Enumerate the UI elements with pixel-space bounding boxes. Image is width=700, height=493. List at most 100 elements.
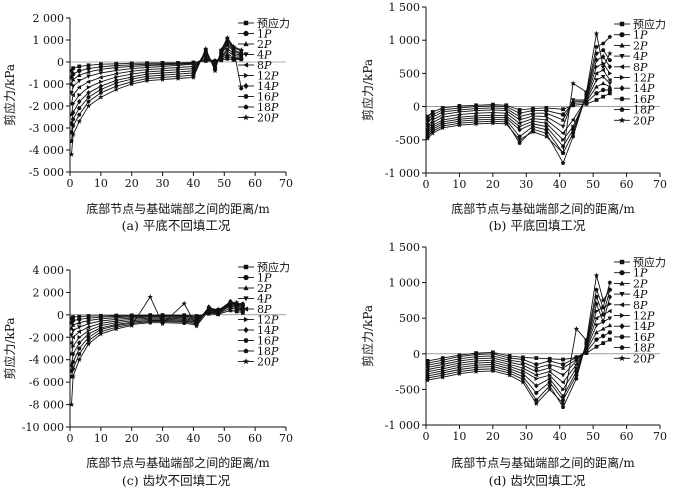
- data-point: [70, 131, 76, 137]
- data-point: [607, 280, 612, 285]
- legend-label: 8P: [633, 61, 648, 74]
- x-axis-label: 底部节点与基础端部之间的距离/m: [86, 201, 270, 216]
- data-point: [429, 130, 436, 136]
- data-point: [86, 314, 91, 318]
- data-point: [86, 328, 91, 333]
- data-point: [425, 117, 430, 123]
- x-tick-label: 20: [125, 177, 139, 190]
- data-point: [503, 121, 509, 127]
- legend-marker: [243, 316, 249, 323]
- legend-marker: [619, 107, 625, 112]
- data-point: [70, 92, 75, 98]
- legend-label: 18P: [257, 101, 279, 114]
- legend-label: 8P: [633, 299, 648, 312]
- series-1P: [425, 330, 613, 367]
- data-point: [144, 67, 149, 72]
- data-point: [547, 380, 552, 385]
- legend-label: 14P: [257, 80, 279, 93]
- data-point: [520, 363, 526, 368]
- data-point: [175, 69, 181, 75]
- data-point: [520, 379, 526, 385]
- x-tick-label: 70: [653, 178, 667, 191]
- data-point: [601, 341, 606, 345]
- data-point: [534, 369, 539, 375]
- legend-marker: [619, 302, 625, 308]
- x-tick-label: 50: [586, 430, 600, 443]
- data-point: [560, 150, 566, 156]
- data-point: [114, 68, 119, 73]
- y-tick-label: -4 000: [29, 354, 64, 367]
- x-tick-label: 60: [620, 178, 634, 191]
- data-point: [600, 326, 606, 331]
- data-point: [148, 320, 153, 325]
- data-point: [473, 368, 479, 374]
- y-tick-label: 4 000: [33, 264, 65, 277]
- data-point: [473, 121, 479, 127]
- data-point: [430, 110, 435, 114]
- legend-label: 14P: [633, 320, 655, 333]
- data-point: [70, 328, 76, 333]
- data-point: [574, 359, 579, 364]
- y-tick-label: 0: [57, 56, 64, 69]
- data-point: [594, 330, 599, 335]
- series-8P: [425, 67, 612, 136]
- legend-marker: [242, 358, 250, 365]
- data-point: [218, 47, 224, 53]
- data-point: [233, 299, 240, 305]
- data-point: [517, 111, 522, 116]
- data-point: [517, 114, 522, 119]
- legend-label: 1P: [633, 29, 648, 42]
- data-point: [86, 79, 91, 84]
- data-point: [594, 78, 599, 83]
- data-point: [69, 112, 74, 117]
- x-tick-label: 10: [94, 432, 108, 445]
- legend-marker: [619, 42, 625, 48]
- legend-marker: [243, 348, 249, 354]
- data-point: [534, 362, 539, 367]
- data-point: [70, 117, 76, 122]
- data-point: [70, 84, 76, 89]
- data-point: [607, 34, 612, 39]
- x-tick-label: 10: [452, 430, 466, 443]
- legend-label: 8P: [257, 59, 272, 72]
- legend-marker: [243, 274, 249, 281]
- x-tick-label: 0: [423, 178, 430, 191]
- data-point: [607, 50, 613, 56]
- legend-label: 18P: [633, 104, 655, 117]
- legend-marker: [619, 280, 625, 286]
- data-point: [239, 86, 244, 91]
- y-tick-label: 500: [399, 312, 420, 325]
- data-point: [86, 324, 91, 330]
- legend-label: 16P: [257, 335, 279, 348]
- data-point: [594, 44, 599, 49]
- data-point: [544, 127, 549, 132]
- series-line: [427, 69, 611, 134]
- legend-marker: [619, 292, 625, 297]
- data-point: [530, 114, 536, 119]
- data-point: [570, 80, 576, 86]
- data-point: [240, 303, 246, 309]
- data-point: [456, 122, 463, 128]
- data-point: [98, 83, 104, 89]
- data-point: [594, 98, 599, 102]
- data-point: [594, 64, 599, 69]
- data-point: [473, 111, 478, 116]
- legend-label: 20P: [633, 114, 655, 127]
- data-point: [71, 344, 76, 349]
- legend-marker: [619, 64, 625, 70]
- legend-marker: [243, 20, 249, 26]
- series-line: [71, 38, 242, 142]
- data-point: [530, 124, 536, 129]
- data-point: [98, 87, 104, 92]
- data-point: [86, 335, 91, 340]
- legend-marker: [619, 54, 625, 59]
- data-point: [593, 272, 600, 278]
- data-point: [607, 87, 613, 93]
- legend-marker: [243, 41, 249, 47]
- y-axis-label: 剪应力/kPa: [2, 64, 17, 126]
- data-point: [69, 340, 74, 346]
- data-point: [113, 326, 120, 332]
- data-point: [601, 41, 606, 46]
